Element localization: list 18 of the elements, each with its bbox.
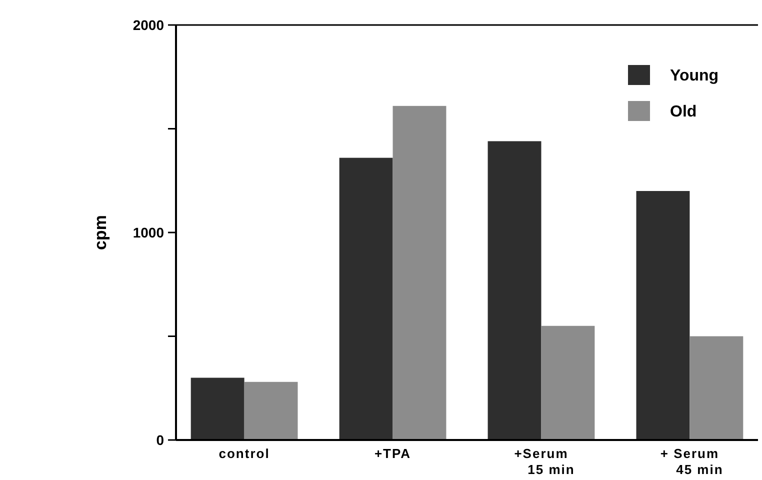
y-axis-title: cpm	[91, 215, 110, 250]
bar	[392, 106, 446, 440]
bar	[190, 378, 244, 440]
y-tick-label: 2000	[132, 16, 164, 33]
x-tick-label: + Serum 45 min	[660, 446, 724, 477]
y-tick-label: 0	[156, 432, 164, 448]
bar	[339, 158, 393, 440]
legend-label: Young	[670, 68, 719, 85]
x-tick-label: control	[218, 446, 270, 461]
x-tick-label: +Serum 15 min	[514, 446, 575, 477]
bar	[541, 326, 595, 440]
legend-label: Old	[670, 104, 697, 121]
bar	[244, 382, 298, 440]
x-tick-label: +TPA	[374, 446, 412, 461]
bar	[488, 141, 542, 440]
y-tick-label: 1000	[132, 224, 164, 240]
bar	[636, 191, 690, 440]
bar	[690, 336, 744, 440]
